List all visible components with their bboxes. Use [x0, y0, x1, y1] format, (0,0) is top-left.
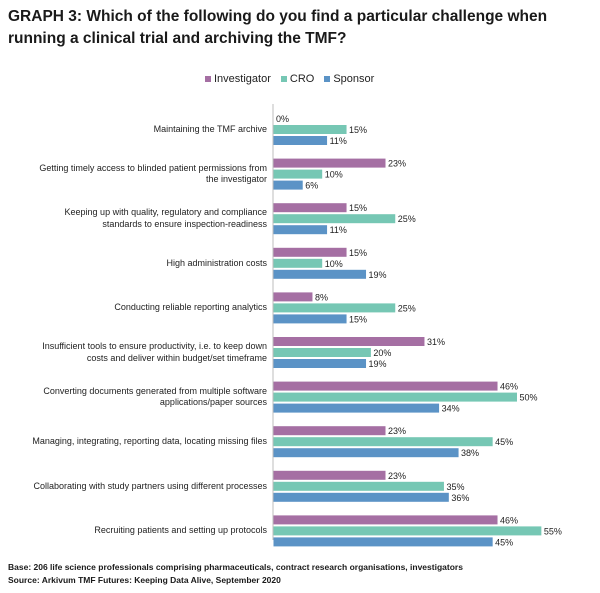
chart-legend: Investigator CRO Sponsor	[205, 73, 374, 85]
data-label-cro: 35%	[446, 482, 464, 492]
data-label-sponsor: 6%	[305, 181, 318, 191]
bar-sponsor	[273, 180, 303, 190]
category-label: Getting timely access to blinded patient…	[12, 163, 267, 186]
bar-sponsor	[273, 403, 440, 413]
bar-cro	[273, 437, 493, 447]
legend-swatch-sponsor	[324, 76, 331, 82]
category-label-line: Converting documents generated from mult…	[43, 385, 267, 396]
legend-swatch-cro	[280, 76, 287, 82]
data-label-sponsor: 11%	[330, 136, 347, 146]
bar-cro	[273, 392, 517, 402]
category-label-line: costs and deliver within budget/set time…	[86, 352, 267, 363]
category-label-line: the investigator	[205, 174, 267, 185]
data-label-sponsor: 15%	[349, 314, 367, 324]
data-label-cro: 20%	[373, 348, 391, 358]
category-label-line: Insufficient tools to ensure productivit…	[42, 341, 267, 351]
bar-investigator	[273, 292, 313, 302]
bar-cro	[273, 125, 347, 134]
data-label-investigator: 23%	[388, 471, 406, 481]
bar-cro	[273, 214, 396, 224]
footnote-source: Source: Arkivum TMF Futures: Keeping Dat…	[8, 575, 281, 585]
bar-investigator	[273, 470, 386, 480]
category-label-line: Collaborating with study partners using …	[33, 480, 267, 491]
data-label-sponsor: 38%	[461, 448, 479, 458]
bar-sponsor	[273, 448, 459, 458]
data-label-investigator: 46%	[500, 515, 518, 525]
legend-item-investigator: Investigator	[205, 73, 271, 85]
bar-sponsor	[273, 314, 347, 324]
legend-item-cro: CRO	[280, 73, 315, 85]
bar-sponsor	[273, 225, 328, 235]
bar-investigator	[273, 203, 347, 213]
data-label-investigator: 15%	[349, 203, 367, 213]
category-label-line: Managing, integrating, reporting data, l…	[32, 435, 267, 446]
bar-investigator	[273, 247, 347, 257]
category-label: Keeping up with quality, regulatory and …	[12, 207, 267, 230]
data-label-cro: 50%	[520, 393, 538, 403]
bar-sponsor	[273, 359, 367, 368]
category-label-line: Getting timely access to blinded patient…	[39, 162, 267, 173]
data-label-sponsor: 11%	[330, 225, 347, 235]
category-label: Insufficient tools to ensure productivit…	[12, 341, 267, 364]
data-label-sponsor: 19%	[369, 270, 387, 280]
category-label: High administration costs	[12, 258, 267, 270]
legend-label-cro: CRO	[289, 73, 315, 85]
category-label-line: Recruiting patients and setting up proto…	[94, 525, 267, 536]
category-label: Collaborating with study partners using …	[12, 481, 267, 493]
bar-cro	[273, 481, 444, 491]
bar-investigator	[273, 337, 425, 346]
category-label: Maintaining the TMF archive	[12, 124, 267, 136]
bar-cro	[273, 348, 371, 357]
bar-cro	[273, 303, 396, 313]
category-label-line: High administration costs	[166, 257, 267, 268]
legend-item-sponsor: Sponsor	[324, 73, 374, 85]
bar-cro	[273, 169, 323, 179]
data-label-cro: 55%	[544, 526, 562, 536]
bar-investigator	[273, 426, 386, 436]
data-label-sponsor: 34%	[442, 404, 460, 414]
bar-cro	[273, 526, 542, 536]
chart-title: GRAPH 3: Which of the following do you f…	[8, 8, 548, 47]
data-label-investigator: 23%	[388, 426, 406, 436]
data-label-investigator: 23%	[388, 159, 406, 169]
data-label-investigator: 15%	[349, 248, 367, 258]
bar-cro	[273, 258, 323, 268]
bar-sponsor	[273, 136, 328, 145]
legend-swatch-investigator	[205, 76, 211, 82]
data-label-investigator: 31%	[427, 337, 445, 347]
data-label-sponsor: 36%	[451, 493, 469, 503]
data-label-cro: 10%	[325, 259, 343, 269]
data-label-sponsor: 19%	[369, 359, 387, 369]
data-label-investigator: 46%	[500, 382, 518, 392]
data-label-cro: 25%	[398, 214, 416, 224]
bar-sponsor	[273, 269, 367, 279]
data-label-investigator: 8%	[315, 292, 328, 302]
data-label-cro: 45%	[495, 437, 513, 447]
data-label-investigator: 0%	[276, 114, 289, 124]
category-label: Converting documents generated from mult…	[12, 386, 267, 409]
data-label-sponsor: 45%	[495, 537, 513, 547]
legend-label-investigator: Investigator	[214, 73, 271, 85]
category-label-line: Maintaining the TMF archive	[153, 123, 267, 134]
category-label: Managing, integrating, reporting data, l…	[12, 436, 267, 448]
data-label-cro: 15%	[349, 125, 367, 135]
category-label: Conducting reliable reporting analytics	[12, 302, 267, 314]
category-label-line: standards to ensure inspection-readiness	[102, 218, 267, 229]
footnote-base: Base: 206 life science professionals com…	[8, 562, 463, 572]
bar-investigator	[273, 515, 498, 525]
category-label: Recruiting patients and setting up proto…	[12, 525, 267, 537]
category-label-line: Keeping up with quality, regulatory and …	[64, 207, 267, 218]
category-label-line: Conducting reliable reporting analytics	[114, 302, 267, 313]
category-label-line: applications/paper sources	[159, 397, 267, 408]
bar-investigator	[273, 381, 498, 391]
bar-sponsor	[273, 492, 449, 502]
data-label-cro: 25%	[398, 303, 416, 313]
bar-investigator	[273, 158, 386, 168]
data-label-cro: 10%	[325, 170, 343, 180]
legend-label-sponsor: Sponsor	[333, 73, 375, 85]
bar-sponsor	[273, 537, 493, 547]
